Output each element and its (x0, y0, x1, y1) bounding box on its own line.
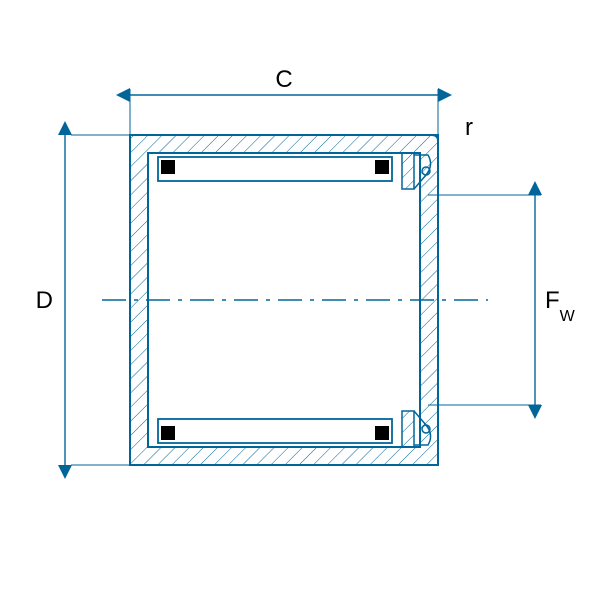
radius-label: r (465, 114, 473, 141)
dim-fw-label: FW (545, 287, 576, 325)
roller-bottom (158, 419, 392, 443)
corner-marker (161, 160, 175, 174)
roller-top (158, 157, 392, 181)
dim-d-label: D (36, 287, 53, 314)
corner-marker (375, 160, 389, 174)
corner-marker (375, 426, 389, 440)
dim-c-label: C (275, 66, 292, 93)
corner-marker (161, 426, 175, 440)
